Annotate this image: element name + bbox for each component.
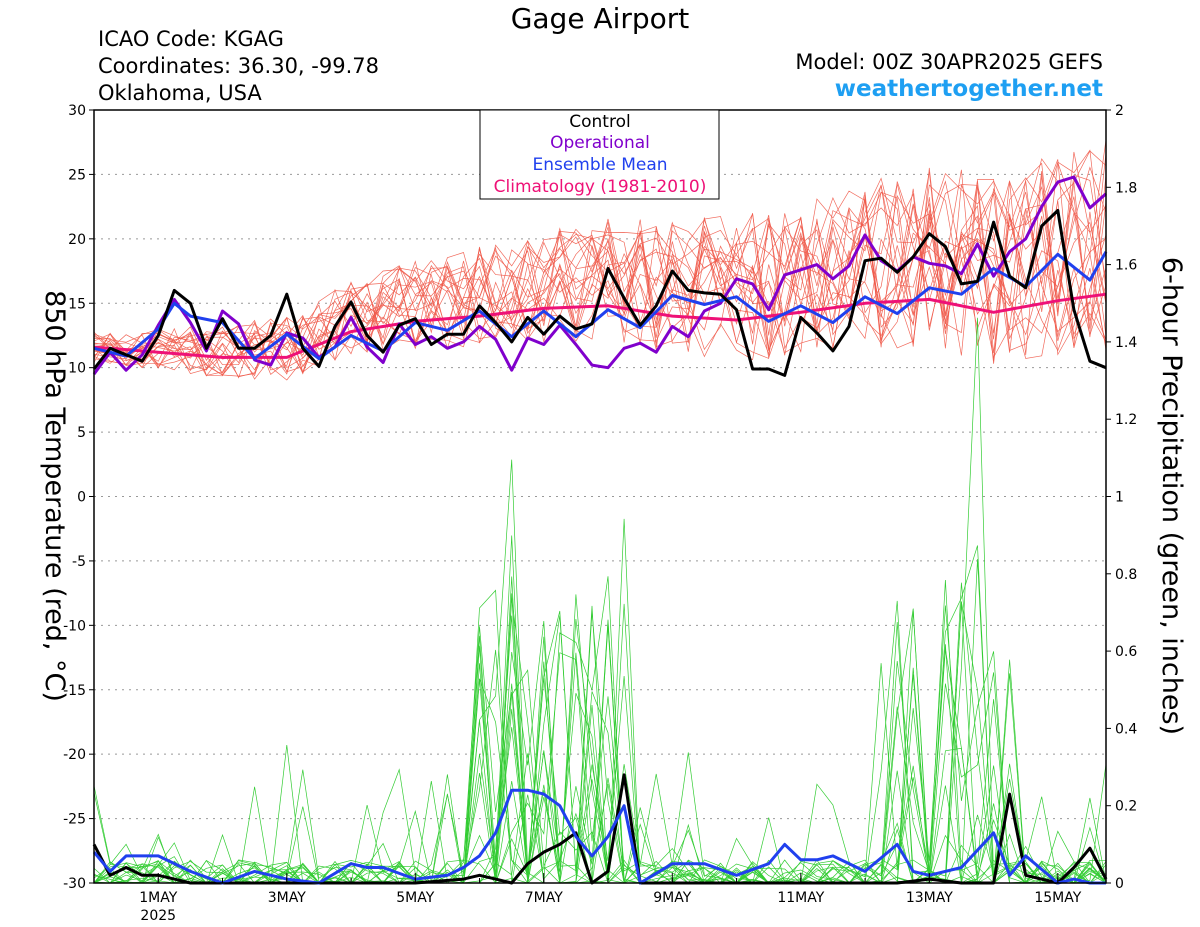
control-precip-line <box>92 773 1108 885</box>
site-link[interactable]: weathertogether.net <box>834 76 1103 102</box>
precip-member-line <box>93 594 1106 884</box>
y-tick-label-left: 0 <box>77 490 86 506</box>
temp-member-line <box>93 166 1107 358</box>
precip-member-line <box>94 535 1107 884</box>
ensemble-members <box>93 139 1107 885</box>
temp-member-line <box>93 184 1107 378</box>
x-tick-label: 13MAY <box>906 890 953 906</box>
x-tick-label: 1MAY <box>139 890 177 906</box>
y-tick-label-left: -10 <box>63 618 86 634</box>
y-tick-label-right: 0.2 <box>1115 799 1137 815</box>
legend-box <box>479 109 720 200</box>
x-tick-label: 11MAY <box>777 890 824 906</box>
y-tick-label-right: 0 <box>1115 876 1124 892</box>
y-tick-label-right: 1.8 <box>1115 180 1137 196</box>
temp-member-line <box>93 152 1107 375</box>
y-tick-label-left: 10 <box>68 361 86 377</box>
y-tick-label-right: 1.6 <box>1115 258 1137 274</box>
precip-member-line <box>93 545 1107 884</box>
climatology-1981-2010-temp-line <box>93 292 1107 359</box>
coordinates: Coordinates: 36.30, -99.78 <box>98 54 379 78</box>
x-tick-label: 15MAY <box>1034 890 1081 906</box>
y-tick-label-left: -25 <box>63 812 86 828</box>
y-tick-label-right: 2 <box>1115 103 1124 119</box>
series-lines <box>92 175 1108 885</box>
y-tick-label-left: -30 <box>63 876 86 892</box>
y-tick-label-right: 0.4 <box>1115 721 1137 737</box>
legend-control: Control <box>569 112 630 132</box>
y-tick-label-left: -5 <box>72 554 86 570</box>
temp-member-line <box>93 139 1107 373</box>
y-tick-label-left: 30 <box>68 103 86 119</box>
y-tick-label-right: 1.4 <box>1115 335 1137 351</box>
legend: Control Operational Ensemble Mean Climat… <box>479 109 720 200</box>
x-tick-label: 5MAY <box>396 890 434 906</box>
x-tick-label: 3MAY <box>268 890 306 906</box>
temp-member-line <box>93 174 1107 377</box>
y-tick-label-left: 5 <box>77 425 86 441</box>
operational-temp-line <box>92 175 1107 375</box>
y-axis-label-right: 6-hour Precipitation (green, inches) <box>1156 257 1187 735</box>
legend-climatology: Climatology (1981-2010) <box>494 177 707 197</box>
model-run: Model: 00Z 30APR2025 GEFS <box>795 50 1103 74</box>
y-tick-label-right: 0.6 <box>1115 644 1137 660</box>
x-tick-sublabel: 2025 <box>140 908 176 924</box>
chart-title: Gage Airport <box>510 2 690 35</box>
icao-code: ICAO Code: KGAG <box>98 27 284 51</box>
y-tick-label-left: -15 <box>63 683 86 699</box>
y-tick-label-right: 1.2 <box>1115 412 1137 428</box>
region: Oklahoma, USA <box>98 81 262 105</box>
control-temp-line <box>92 209 1107 377</box>
y-tick-label-left: 15 <box>68 296 86 312</box>
y-axis-label-left: 850 hPa Temperature (red, °C) <box>39 290 70 702</box>
ensemble-mean-precip-line <box>92 788 1106 885</box>
precip-member-line <box>93 579 1107 884</box>
y-tick-label-right: 1 <box>1115 490 1124 506</box>
y-tick-label-right: 0.8 <box>1115 567 1137 583</box>
legend-operational: Operational <box>550 133 650 153</box>
y-tick-label-left: 20 <box>68 232 86 248</box>
legend-ensemble-mean: Ensemble Mean <box>532 155 667 175</box>
y-tick-label-left: -20 <box>63 747 86 763</box>
axes: -30-25-20-15-10-505101520253000.20.40.60… <box>63 103 1137 924</box>
y-tick-label-left: 25 <box>68 167 86 183</box>
x-tick-label: 7MAY <box>525 890 563 906</box>
x-tick-label: 9MAY <box>653 890 691 906</box>
precip-member-line <box>93 317 1107 884</box>
